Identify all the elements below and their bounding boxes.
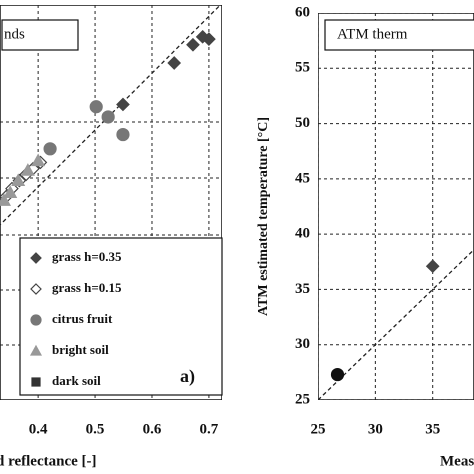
marker	[11, 173, 26, 187]
y-tick-label: 35	[295, 281, 310, 297]
title-box	[1, 19, 79, 51]
marker	[29, 344, 43, 356]
marker	[31, 153, 46, 167]
title-box	[324, 19, 474, 51]
x-tick-label: 0.5	[86, 421, 105, 437]
x-tick-label: 25	[311, 421, 326, 437]
marker	[116, 127, 130, 142]
marker	[3, 185, 18, 198]
marker	[30, 252, 42, 264]
legend-label: citrus fruit	[52, 311, 113, 326]
marker	[30, 314, 42, 326]
marker	[20, 163, 35, 176]
y-tick-label: 30	[295, 336, 310, 352]
y-tick-label: 25	[295, 391, 310, 407]
chart-title: nds	[4, 26, 25, 42]
identity-line	[0, 5, 222, 226]
marker	[116, 97, 130, 112]
y-tick-label: 50	[295, 115, 310, 131]
legend-label: dark soil	[52, 373, 101, 388]
chart-title: ATM therm	[337, 26, 408, 42]
marker	[89, 100, 103, 114]
marker	[202, 32, 216, 46]
marker	[31, 377, 41, 387]
y-tick-label: 60	[295, 4, 310, 20]
marker	[101, 110, 115, 124]
y-tick-label: 55	[295, 60, 310, 76]
y-axis-label: ATM estimated temperature [°C]	[256, 117, 271, 316]
x-tick-label: 0.7	[200, 421, 219, 437]
x-tick-label: 0.4	[29, 421, 48, 437]
marker	[425, 259, 440, 274]
annotation: a)	[180, 366, 195, 387]
plot-area	[318, 13, 474, 400]
legend-label: grass h=0.15	[52, 280, 122, 295]
x-tick-label: 30	[368, 421, 383, 437]
legend-box	[19, 237, 223, 396]
y-tick-label: 40	[295, 226, 310, 242]
marker	[167, 56, 182, 70]
marker	[186, 37, 200, 52]
plot-area	[0, 5, 222, 400]
marker	[0, 193, 12, 206]
y-tick-label: 45	[295, 170, 310, 186]
plot-frame	[318, 13, 474, 400]
legend-label: bright soil	[52, 342, 109, 357]
x-tick-label: 35	[425, 421, 440, 437]
identity-line	[318, 248, 474, 400]
marker	[43, 142, 57, 156]
marker	[330, 367, 345, 382]
x-axis-label: d reflectance [-]	[0, 453, 97, 469]
x-tick-label: 0.6	[143, 421, 162, 437]
legend-label: grass h=0.35	[52, 249, 122, 264]
marker	[30, 283, 42, 295]
x-axis-label: Measu	[440, 453, 474, 469]
